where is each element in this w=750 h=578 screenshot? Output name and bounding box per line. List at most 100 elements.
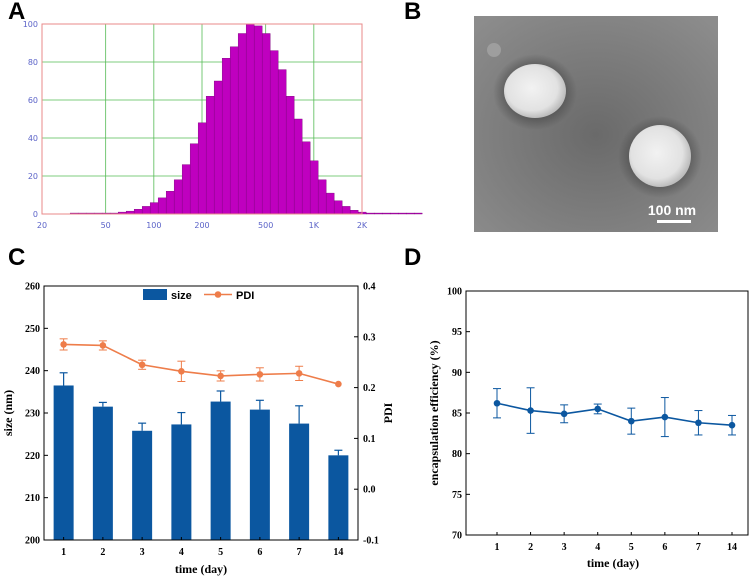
x-tick-label: 7 — [696, 542, 701, 553]
y-tick-label: 100 — [23, 20, 38, 29]
histogram-bar — [245, 23, 255, 215]
encapsulation-efficiency-chart: 70 75 80 85 90 95 100 1 2 3 4 5 6 7 14 time (day) encaps… — [427, 287, 749, 570]
x-axis-label: time (day) — [587, 556, 639, 570]
y2-tick-label: 0.0 — [363, 485, 376, 496]
histogram-bar — [309, 160, 319, 215]
x-tick-label: 2 — [100, 547, 105, 558]
x-tick-label: 4 — [179, 547, 184, 558]
y-tick-label: 95 — [452, 327, 462, 338]
legend-pdi-label: PDI — [236, 290, 254, 302]
x-tick-label: 6 — [257, 547, 262, 558]
pdi-line — [63, 343, 339, 385]
pdi-point — [178, 368, 185, 375]
y-tick-label: 80 — [28, 58, 38, 67]
x-tick-label: 500 — [258, 221, 273, 230]
histogram-bar — [133, 209, 143, 215]
y-tick-label: 210 — [25, 493, 40, 504]
y-tick-label: 200 — [25, 536, 40, 547]
histogram-bar — [189, 143, 199, 215]
histogram-bar — [181, 164, 191, 215]
histogram-bar — [237, 33, 247, 215]
size-bar — [210, 401, 231, 540]
histogram-bar — [205, 95, 215, 215]
pdi-point — [256, 371, 264, 378]
efficiency-line — [496, 402, 733, 426]
pdi-point — [99, 342, 107, 349]
panel-label-c: C — [8, 244, 26, 271]
histogram-bar — [325, 192, 335, 215]
efficiency-point — [695, 419, 702, 427]
x-tick-label: 1K — [309, 221, 320, 230]
histogram-bar — [365, 212, 375, 215]
histogram-bar — [261, 33, 271, 215]
histogram-bar — [173, 179, 183, 215]
x-tick-label: 5 — [218, 547, 223, 558]
efficiency-point — [661, 413, 669, 421]
y-tick-label: 20 — [28, 172, 38, 181]
legend-size-swatch — [143, 289, 167, 300]
y2-tick-label: 0.1 — [363, 434, 376, 445]
pdi-point — [60, 341, 67, 348]
histogram-bar — [165, 190, 175, 215]
x-tick-label: 4 — [595, 542, 600, 553]
scale-bar — [657, 220, 691, 223]
size-pdi-chart: 200 210 220 230 240 250 260 -0.1 0.0 0.1 0.2 0.3 0.4… — [1, 282, 395, 577]
pdi-point — [335, 380, 342, 388]
legend-pdi-marker — [214, 291, 222, 298]
histogram-bar — [413, 212, 423, 215]
efficiency-point — [594, 405, 602, 413]
histogram-bar — [285, 95, 295, 215]
pdi-point — [217, 372, 224, 380]
y2-tick-label: 0.4 — [363, 282, 376, 293]
y2-axis-label: PDI — [381, 402, 395, 423]
histogram-bar — [333, 200, 343, 215]
histogram-bar — [405, 212, 415, 215]
y2-tick-label: -0.1 — [363, 536, 379, 547]
panel-label-d: D — [404, 244, 422, 271]
histogram-bar — [221, 58, 231, 215]
x-tick-label: 200 — [194, 221, 209, 230]
efficiency-point — [493, 399, 501, 407]
chart-frame — [43, 285, 359, 541]
x-tick-label: 5 — [629, 542, 634, 553]
x-tick-label: 20 — [37, 221, 47, 230]
x-tick-label: 1 — [61, 547, 66, 558]
panel-label-b: B — [404, 0, 422, 25]
x-tick-label: 1 — [495, 542, 500, 553]
y-tick-label: 250 — [25, 324, 40, 335]
histogram-bar — [269, 50, 279, 215]
histogram-frame — [41, 23, 363, 215]
x-tick-label: 14 — [727, 542, 737, 553]
y-tick-label: 230 — [25, 409, 40, 420]
histogram-bar — [157, 197, 167, 215]
y-tick-label: 240 — [25, 366, 40, 377]
histogram-bar — [229, 46, 239, 215]
nanoparticle — [629, 125, 691, 187]
efficiency-point — [560, 410, 568, 418]
histogram-bar — [397, 212, 407, 215]
y-tick-label: 85 — [452, 409, 462, 420]
pdi-point — [138, 361, 146, 369]
x-axis-label: time (day) — [175, 562, 227, 576]
y-tick-label: 70 — [452, 531, 462, 542]
histogram-bar — [349, 209, 359, 215]
histogram-bar — [301, 141, 311, 215]
x-tick-label: 100 — [146, 221, 161, 230]
size-bar — [289, 423, 310, 540]
x-tick-label: 2 — [528, 542, 533, 553]
pdi-point — [295, 370, 303, 377]
efficiency-point — [527, 407, 534, 414]
efficiency-point — [728, 421, 736, 429]
y2-tick-label: 0.3 — [363, 332, 376, 343]
panel-label-a: A — [8, 0, 26, 25]
y-tick-label: 80 — [452, 449, 462, 460]
size-distribution-histogram: 20 50 100 200 500 1K 2K 0 20 40 60 80 100 — [23, 20, 423, 230]
histogram-bar — [149, 202, 159, 215]
small-particle — [487, 43, 501, 57]
nanoparticle — [504, 64, 566, 118]
scale-bar-label: 100 nm — [648, 202, 696, 218]
y-tick-label: 100 — [447, 287, 462, 298]
histogram-bar — [213, 80, 223, 215]
size-bar — [249, 409, 270, 540]
x-tick-label: 14 — [333, 547, 343, 558]
